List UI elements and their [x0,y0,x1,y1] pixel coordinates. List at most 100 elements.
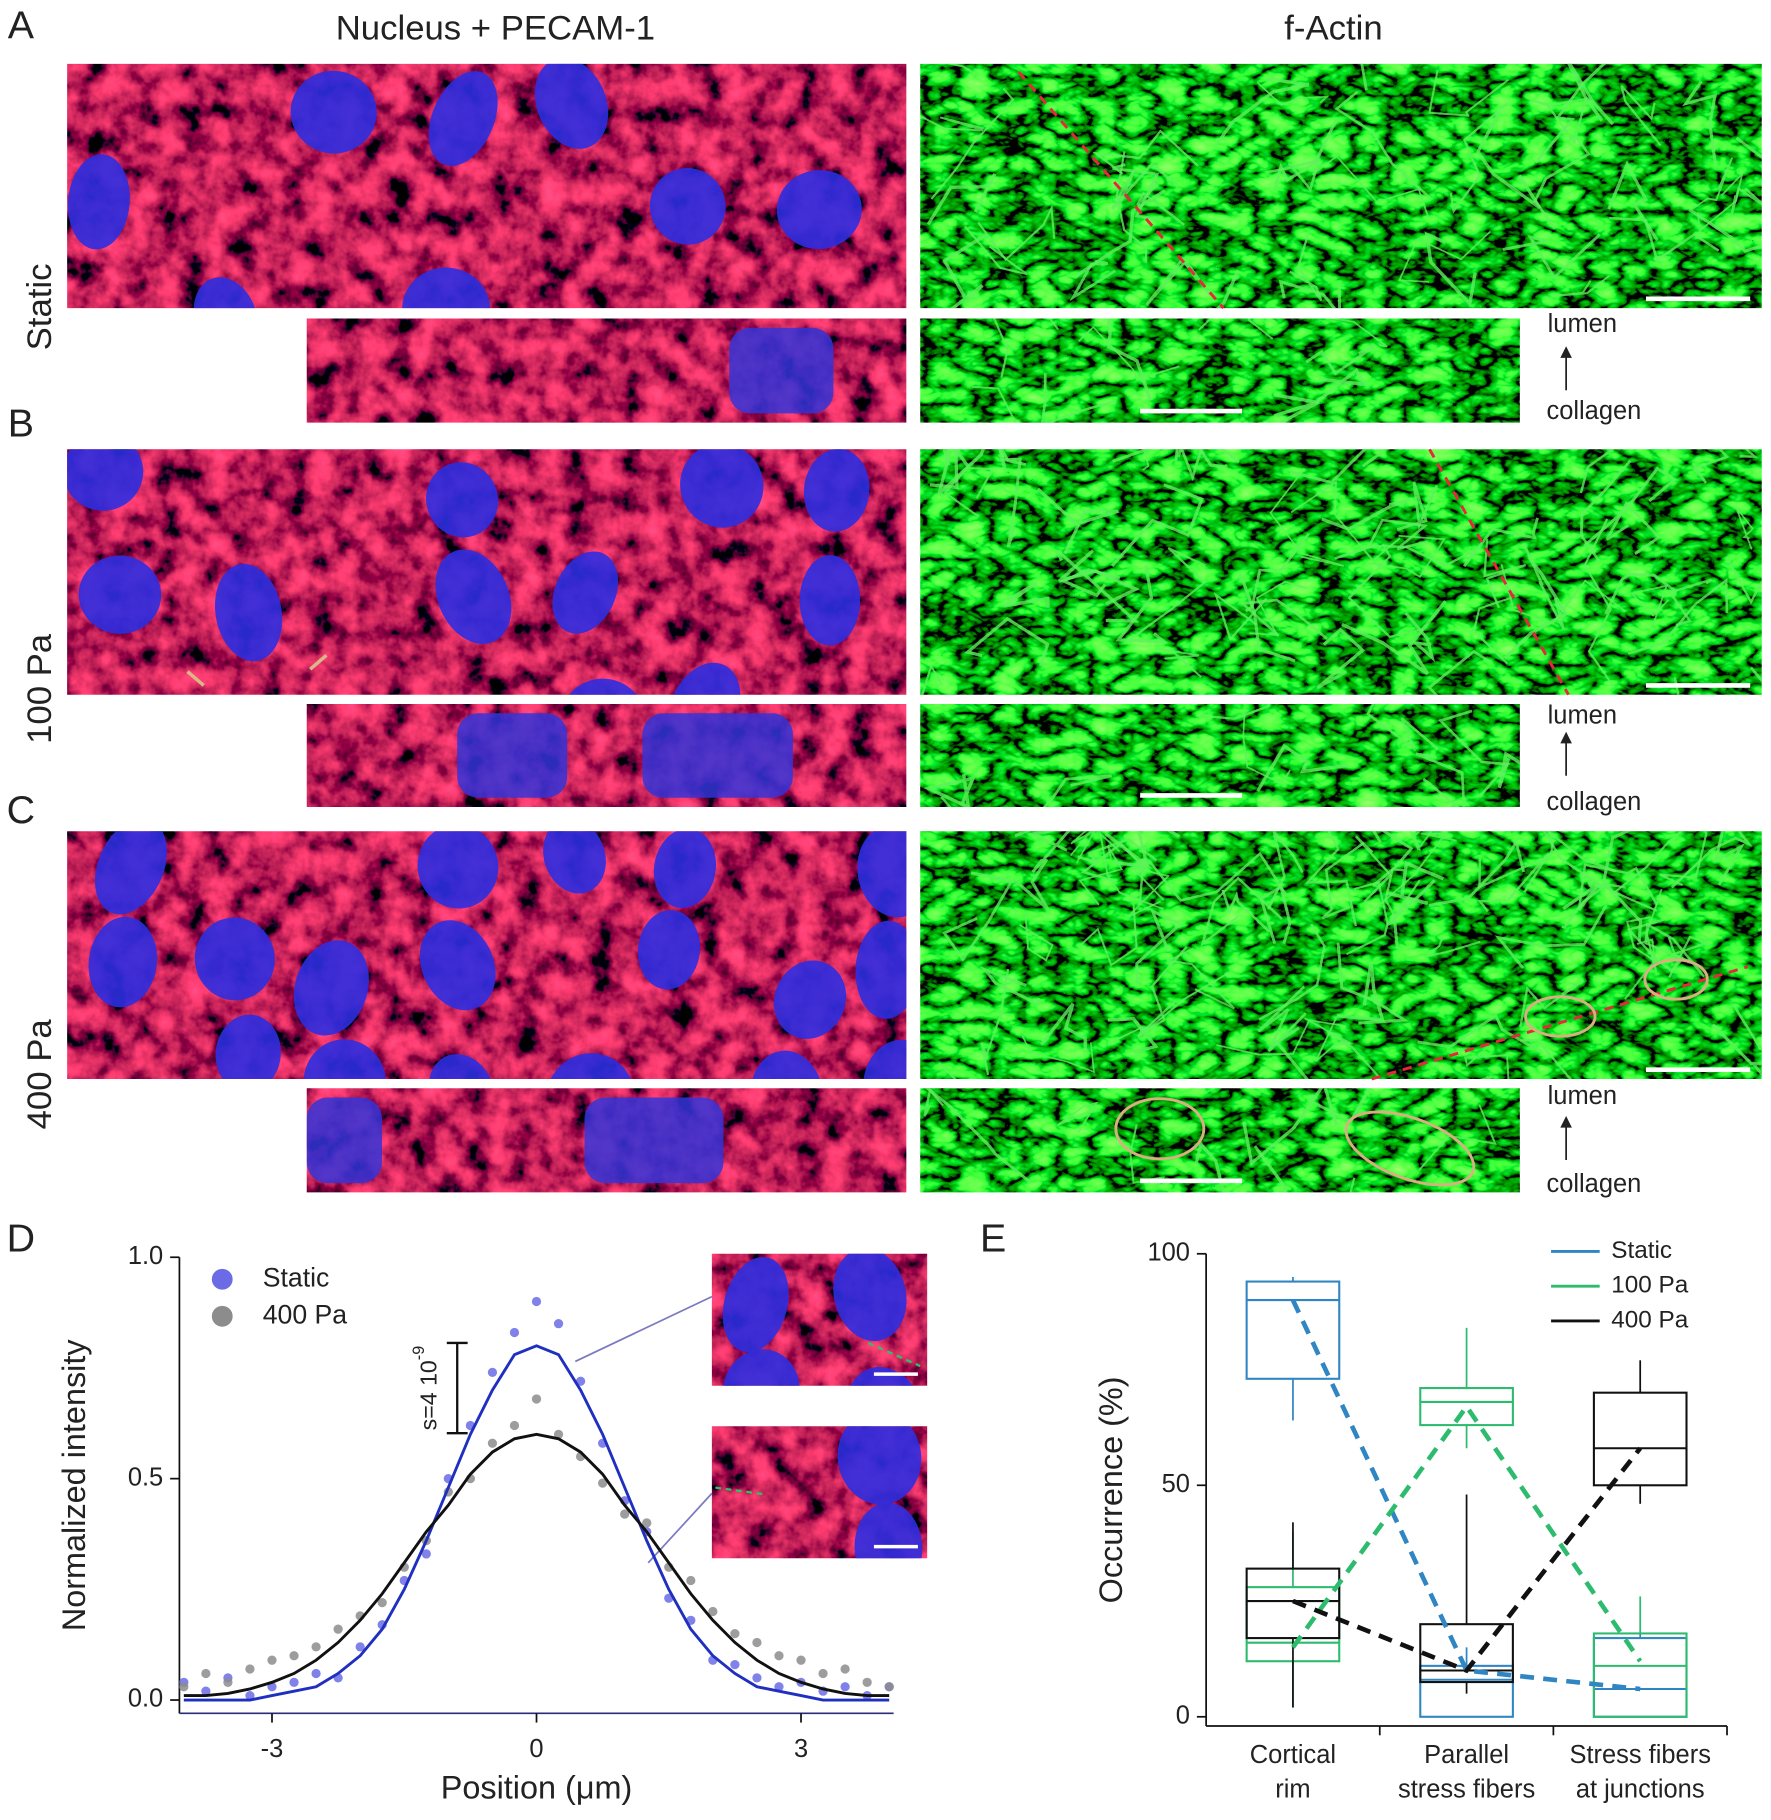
panel-label: A [8,3,35,47]
fiber [1334,90,1432,200]
nucleus [435,549,512,644]
fiber [1221,889,1271,933]
nucleus [803,449,870,532]
fiber [1472,583,1520,665]
nucleus [552,551,619,634]
pointer-arrow [186,670,205,687]
green-image [920,449,1762,695]
fiber [1561,883,1627,929]
fiber [1494,904,1608,970]
nucleus [534,63,609,149]
fiber [1077,903,1138,967]
x-tick-label: Stress fibers [1569,1741,1710,1769]
panel-label: E [980,1216,1006,1260]
nucleus [67,449,144,511]
nucleus-section [729,327,834,414]
data-point [421,1549,431,1559]
nucleus-section [584,1097,724,1184]
fiber [924,1088,1032,1184]
y-tick-label: 1.0 [128,1242,163,1270]
fiber [1696,170,1744,233]
red-image [711,1253,928,1386]
fiber [1620,84,1662,146]
fiber [1289,233,1323,302]
fiber [1396,481,1439,531]
nucleus [863,1039,907,1079]
fiber [1198,703,1271,720]
fiber [1040,1002,1087,1053]
nucleus [303,1039,387,1079]
fiber [1577,863,1659,909]
nucleus [417,831,499,909]
fiber [1269,467,1345,567]
green-image [920,318,1520,423]
fiber [1415,752,1466,807]
fiber [1449,102,1510,214]
fiber [1316,627,1366,690]
fiber [1326,318,1388,348]
profile-line [1371,965,1749,1081]
fiber [1238,572,1296,663]
fiber [1115,151,1148,263]
fiber [1579,459,1632,564]
data-point [620,1509,630,1519]
fiber [1274,1026,1309,1079]
row-label: Static [21,264,59,351]
data-point [862,1677,872,1687]
fiber [1732,1004,1762,1052]
data-point [509,1420,520,1431]
fit-line [183,1344,890,1702]
fiber [1021,1034,1095,1074]
nucleus [193,277,258,309]
fiber [1042,774,1113,807]
texture [306,703,907,807]
orientation-bottom: collagen [1546,397,1641,425]
fiber [942,233,988,309]
fiber [1136,180,1185,226]
fiber [1367,534,1446,579]
fiber [1174,449,1240,482]
y-tick-label: 0.5 [128,1463,163,1491]
y-axis-label: Normalized intensity [56,1339,92,1632]
nucleus [78,555,162,634]
fiber [1321,841,1365,920]
fiber [1127,866,1171,918]
fiber [1520,1038,1572,1079]
fiber [1305,344,1376,376]
box [1245,1567,1341,1640]
fiber [1475,111,1542,210]
data-point [840,1664,850,1674]
fiber [1355,835,1393,903]
nucleus [293,940,369,1036]
x-tick-label: rim [1275,1776,1310,1804]
fiber [964,225,1028,276]
orientation-bottom: collagen [1546,788,1641,816]
data-point [267,1655,277,1665]
box [1592,1632,1688,1718]
box [1419,1387,1514,1427]
nucleus [722,1257,789,1353]
fiber [920,115,984,132]
fiber [1290,480,1401,562]
fiber [1136,945,1188,1038]
profile-line [715,1486,767,1496]
micrographs [67,63,1762,1564]
fiber [1135,908,1184,985]
fiber [1427,649,1491,695]
legend-marker [211,1268,233,1290]
nucleus [722,1349,800,1386]
fiber [1579,449,1615,494]
nucleus [215,563,283,662]
fiber [1075,189,1166,278]
data-point [245,1690,255,1701]
data-point [730,1659,740,1670]
fiber [1462,517,1539,568]
x-tick-label: 3 [794,1735,808,1763]
fiber [1428,838,1526,907]
fiber [1372,831,1414,888]
fiber [1099,831,1164,910]
fiber [1384,868,1421,920]
fiber [1691,449,1730,484]
data-point [531,1296,542,1307]
nucleus-section [642,713,793,798]
